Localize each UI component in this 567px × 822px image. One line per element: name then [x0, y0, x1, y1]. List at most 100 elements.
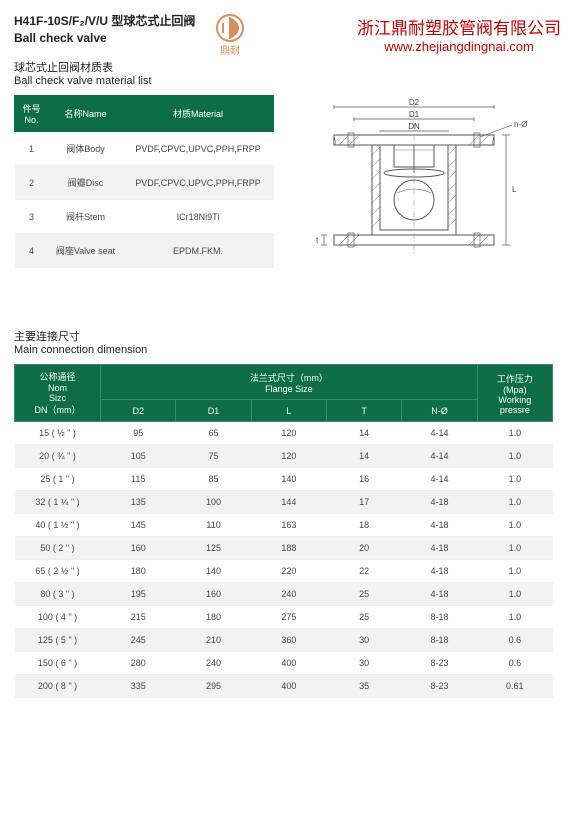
logo-icon: [213, 14, 247, 42]
cell-dn: 32 ( 1 ¼ " ): [15, 491, 101, 514]
table-row: 125 ( 5 " )245210360308-180.6: [15, 629, 553, 652]
table-row: 25 ( 1 " )11585140164-141.0: [15, 468, 553, 491]
dim-th-t: T: [327, 400, 402, 422]
cell-t: 30: [327, 652, 402, 675]
cell-d1: 75: [176, 445, 251, 468]
cell-l: 163: [251, 514, 326, 537]
cell-d1: 160: [176, 583, 251, 606]
mat-th-mat: 材质Material: [123, 96, 274, 132]
cell-wp: 1.0: [477, 537, 552, 560]
cell-dn: 125 ( 5 " ): [15, 629, 101, 652]
cell-wp: 0.6: [477, 652, 552, 675]
cell-d2: 95: [101, 422, 176, 445]
cell-d2: 145: [101, 514, 176, 537]
cell-no: 8-23: [402, 675, 477, 698]
cell-dn: 15 ( ½ " ): [15, 422, 101, 445]
table-row: 65 ( 2 ½ " )180140220224-181.0: [15, 560, 553, 583]
material-section-title: 球芯式止回阀材质表 Ball check valve material list: [0, 51, 567, 91]
table-row: 20 ( ¾ " )10575120144-141.0: [15, 445, 553, 468]
dim-th-dn: 公称通径 Nom Sizc DN（mm）: [15, 365, 101, 422]
cell-t: 35: [327, 675, 402, 698]
cell-l: 120: [251, 422, 326, 445]
cell-d1: 210: [176, 629, 251, 652]
cell-no: 4-18: [402, 560, 477, 583]
cell-d2: 180: [101, 560, 176, 583]
dimension-section-title: 主要连接尺寸 Main connection dimension: [0, 268, 567, 360]
cell-no: 4-18: [402, 514, 477, 537]
mat-th-name: 名称Name: [49, 96, 123, 132]
cell-l: 188: [251, 537, 326, 560]
cell-t: 14: [327, 445, 402, 468]
dim-th-no: N-Ø: [402, 400, 477, 422]
cell-wp: 1.0: [477, 514, 552, 537]
table-row: 40 ( 1 ½ " )145110163184-181.0: [15, 514, 553, 537]
cell-no: 8-18: [402, 606, 477, 629]
cell-name: 阀座Valve seat: [49, 234, 123, 268]
svg-text:D1: D1: [409, 110, 420, 119]
cell-d2: 335: [101, 675, 176, 698]
cell-dn: 200 ( 8 " ): [15, 675, 101, 698]
cell-wp: 1.0: [477, 468, 552, 491]
company-name: 浙江鼎耐塑胶管阀有限公司: [357, 14, 561, 39]
company-block: 浙江鼎耐塑胶管阀有限公司 www.zhejiangdingnai.com: [357, 14, 567, 54]
dim-th-flange: 法兰式尺寸（mm） Flange Size: [101, 365, 478, 400]
cell-no: 8-18: [402, 629, 477, 652]
cell-t: 30: [327, 629, 402, 652]
table-row: 100 ( 4 " )215180275258-181.0: [15, 606, 553, 629]
brand-logo: 鼎耐: [210, 14, 250, 54]
dim-title-en: Main connection dimension: [14, 344, 553, 356]
cell-name: 阀体Body: [49, 132, 123, 166]
company-url: www.zhejiangdingnai.com: [357, 39, 561, 54]
cell-no: 4-18: [402, 491, 477, 514]
material-title-en: Ball check valve material list: [14, 75, 553, 87]
cell-no: 8-23: [402, 652, 477, 675]
cell-dn: 50 ( 2 " ): [15, 537, 101, 560]
table-row: 3阀杆StemICr18Ni9Ti: [15, 200, 274, 234]
cell-d1: 140: [176, 560, 251, 583]
cell-no: 4-18: [402, 583, 477, 606]
cell-wp: 0.6: [477, 629, 552, 652]
logo-text: 鼎耐: [210, 42, 250, 57]
cell-l: 400: [251, 675, 326, 698]
cell-wp: 1.0: [477, 606, 552, 629]
cell-t: 17: [327, 491, 402, 514]
cell-mat: EPDM.FKM.: [123, 234, 274, 268]
cell-t: 22: [327, 560, 402, 583]
cell-name: 阀杆Stem: [49, 200, 123, 234]
cell-d2: 280: [101, 652, 176, 675]
cell-d2: 115: [101, 468, 176, 491]
cell-wp: 1.0: [477, 560, 552, 583]
cell-l: 240: [251, 583, 326, 606]
valve-diagram-icon: D2 D1 DN: [294, 95, 534, 265]
mat-th-no: 件号No.: [15, 96, 49, 132]
cell-t: 25: [327, 606, 402, 629]
cell-d1: 100: [176, 491, 251, 514]
cell-d2: 160: [101, 537, 176, 560]
cell-wp: 1.0: [477, 491, 552, 514]
dim-th-d2: D2: [101, 400, 176, 422]
table-row: 80 ( 3 " )195160240254-181.0: [15, 583, 553, 606]
dim-th-wp: 工作压力 (Mpa) Working pressre: [477, 365, 552, 422]
cell-d1: 240: [176, 652, 251, 675]
table-row: 4阀座Valve seatEPDM.FKM.: [15, 234, 274, 268]
table-row: 50 ( 2 " )160125188204-181.0: [15, 537, 553, 560]
svg-text:t: t: [316, 236, 319, 245]
svg-text:D2: D2: [409, 98, 420, 107]
cell-no: 1: [15, 132, 49, 166]
cell-wp: 1.0: [477, 583, 552, 606]
cell-dn: 20 ( ¾ " ): [15, 445, 101, 468]
table-row: 150 ( 6 " )280240400308-230.6: [15, 652, 553, 675]
cell-t: 18: [327, 514, 402, 537]
cell-d1: 295: [176, 675, 251, 698]
cell-wp: 1.0: [477, 445, 552, 468]
cell-d1: 180: [176, 606, 251, 629]
cell-l: 400: [251, 652, 326, 675]
cell-dn: 65 ( 2 ½ " ): [15, 560, 101, 583]
cell-no: 2: [15, 166, 49, 200]
cell-d2: 215: [101, 606, 176, 629]
cell-dn: 40 ( 1 ½ " ): [15, 514, 101, 537]
material-title-cn: 球芯式止回阀材质表: [14, 59, 553, 75]
table-row: 32 ( 1 ¼ " )135100144174-181.0: [15, 491, 553, 514]
cell-d2: 105: [101, 445, 176, 468]
cell-d2: 135: [101, 491, 176, 514]
